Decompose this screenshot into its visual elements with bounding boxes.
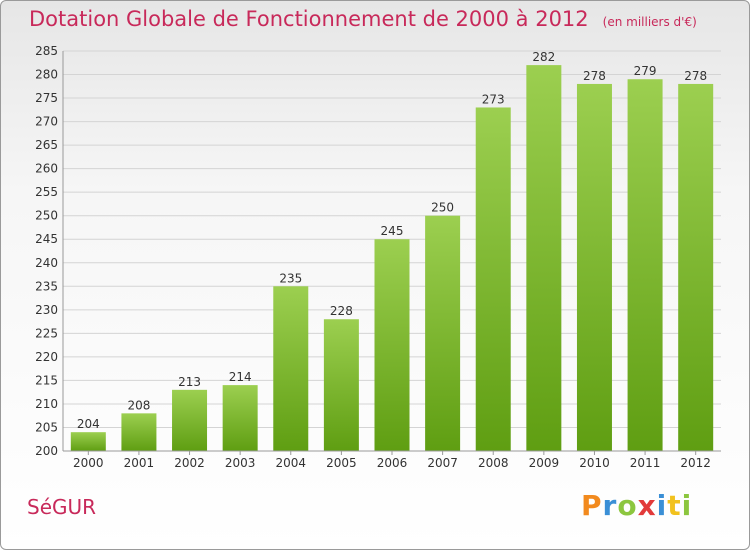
- y-tick-label: 250: [35, 209, 58, 223]
- x-tick-label: 2012: [680, 456, 711, 470]
- bar: [425, 215, 461, 451]
- x-tick-label: 2010: [579, 456, 610, 470]
- y-tick-label: 270: [35, 115, 58, 129]
- logo-letter: P: [581, 489, 603, 522]
- bar-value-label: 214: [229, 370, 252, 384]
- x-tick-label: 2008: [478, 456, 509, 470]
- bar: [475, 107, 511, 452]
- bar: [172, 389, 208, 451]
- logo-letter: t: [667, 489, 682, 522]
- y-tick-label: 225: [35, 326, 58, 340]
- x-tick-label: 2006: [377, 456, 408, 470]
- y-tick-label: 245: [35, 232, 58, 246]
- bar-value-label: 208: [127, 398, 150, 412]
- bar-value-label: 204: [77, 417, 100, 431]
- x-axis: 2000 2001 2002 2003 2004 2005 2006 2007 2008 2009…: [63, 450, 721, 470]
- bar-value-label: 273: [482, 92, 505, 106]
- logo-letter: o: [617, 489, 638, 522]
- y-tick-label: 230: [35, 303, 58, 317]
- bar-value-label: 279: [634, 64, 657, 78]
- bar: [374, 239, 410, 451]
- x-tick-label: 2003: [225, 456, 256, 470]
- bar: [678, 83, 714, 452]
- proxiti-logo: Proxiti: [581, 489, 692, 522]
- bar: [627, 79, 663, 451]
- y-tick-label: 275: [35, 91, 58, 105]
- x-tick-label: 2004: [275, 456, 306, 470]
- logo-letter: x: [637, 489, 657, 522]
- x-tick-label: 2009: [529, 456, 560, 470]
- bar: [323, 319, 359, 451]
- bar-value-label: 250: [431, 201, 454, 215]
- y-tick-label: 260: [35, 162, 58, 176]
- y-tick-label: 220: [35, 350, 58, 364]
- y-tick-label: 200: [35, 444, 58, 458]
- y-tick-label: 235: [35, 279, 58, 293]
- bar: [273, 286, 309, 451]
- y-axis: 200 205 210 215 220 225 230 235 240 245 250 255 260 2…: [35, 44, 64, 458]
- bar-value-label: 282: [532, 50, 555, 64]
- logo-letter: r: [602, 489, 618, 522]
- bar-value-label: 245: [381, 224, 404, 238]
- bar-value-label: 278: [583, 69, 606, 83]
- y-tick-label: 240: [35, 256, 58, 270]
- x-tick-label: 2001: [124, 456, 155, 470]
- y-tick-label: 210: [35, 397, 58, 411]
- y-tick-label: 215: [35, 373, 58, 387]
- y-tick-label: 280: [35, 68, 58, 82]
- bar-value-label: 228: [330, 304, 353, 318]
- y-tick-label: 255: [35, 185, 58, 199]
- y-tick-label: 205: [35, 420, 58, 434]
- commune-name: SéGUR: [27, 495, 97, 519]
- bar: [526, 65, 562, 451]
- bar-value-label: 235: [279, 271, 302, 285]
- x-tick-label: 2000: [73, 456, 104, 470]
- chart-title: Dotation Globale de Fonctionnement de 20…: [29, 7, 697, 31]
- y-tick-label: 265: [35, 138, 58, 152]
- x-tick-label: 2002: [174, 456, 205, 470]
- logo-letter: i: [656, 489, 668, 522]
- logo-letter: i: [681, 489, 693, 522]
- bars: 204 208 213 214 235 228 245 250 273 282 278 279 278: [70, 50, 714, 452]
- bar: [222, 385, 258, 451]
- x-tick-label: 2007: [427, 456, 458, 470]
- bar: [121, 413, 157, 451]
- bar-value-label: 213: [178, 375, 201, 389]
- x-tick-label: 2005: [326, 456, 357, 470]
- bar-value-label: 278: [684, 69, 707, 83]
- y-tick-label: 285: [35, 44, 58, 58]
- x-tick-label: 2011: [630, 456, 661, 470]
- bar: [576, 83, 612, 452]
- chart-subtitle: (en milliers d'€): [602, 15, 697, 29]
- bar: [70, 432, 106, 451]
- title-text: Dotation Globale de Fonctionnement de 20…: [29, 7, 589, 31]
